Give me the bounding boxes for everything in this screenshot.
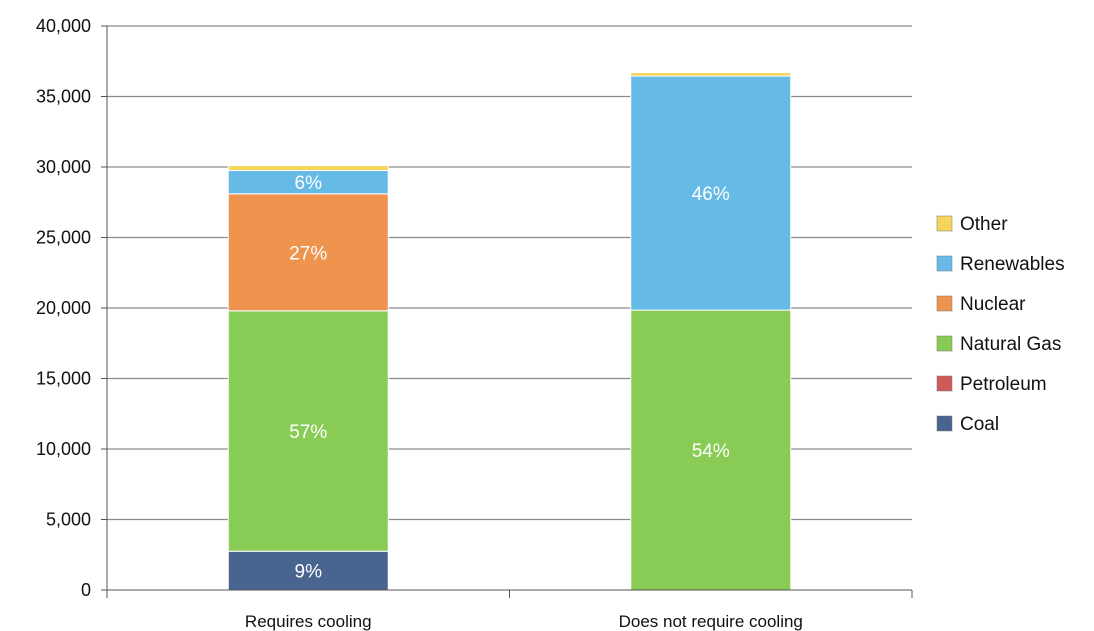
bar-segment-natural-gas <box>227 310 389 552</box>
y-tick-label: 40,000 <box>36 16 91 36</box>
bars <box>227 72 792 591</box>
y-tick-label: 10,000 <box>36 439 91 459</box>
legend-swatch <box>936 415 953 432</box>
bar-segment-other <box>630 72 792 77</box>
legend-label: Renewables <box>960 254 1065 275</box>
y-tick-label: 25,000 <box>36 228 91 248</box>
legend-label: Natural Gas <box>960 334 1061 355</box>
y-tick-label: 15,000 <box>36 369 91 389</box>
legend-label: Coal <box>960 414 999 435</box>
legend-label: Petroleum <box>960 374 1047 395</box>
data-label: 9% <box>295 562 323 583</box>
legend-swatch <box>936 295 953 312</box>
x-axis-categories: Requires cooling Does not require cooling <box>106 590 913 631</box>
bar-segment-natural-gas <box>630 309 792 591</box>
y-tick-label: 35,000 <box>36 87 91 107</box>
bar-segment-other <box>227 165 389 172</box>
legend-label: Other <box>960 214 1008 235</box>
data-label: 57% <box>289 422 327 443</box>
legend-swatch <box>936 335 953 352</box>
bar-segment-coal <box>227 550 389 591</box>
y-tick-label: 5,000 <box>46 510 91 530</box>
x-category-label: Requires cooling <box>245 612 372 631</box>
y-tick-label: 30,000 <box>36 157 91 177</box>
segment-labels: 9% 57% 27% 6% 54% 46% <box>289 173 730 582</box>
legend: Other Renewables Nuclear Natural Gas Petrole… <box>936 214 1065 435</box>
data-label: 27% <box>289 243 327 264</box>
bar-segment-renewables <box>630 75 792 311</box>
data-label: 46% <box>692 184 730 205</box>
y-tick-label: 0 <box>81 580 91 600</box>
data-label: 6% <box>295 173 323 194</box>
y-tick-label: 20,000 <box>36 298 91 318</box>
x-category-label: Does not require cooling <box>619 612 803 631</box>
legend-label: Nuclear <box>960 294 1026 315</box>
bar-segment-nuclear <box>227 193 389 312</box>
y-axis-ticks: 0 5,000 10,000 15,000 20,000 25,000 30,000 35,0… <box>36 16 107 600</box>
data-label: 54% <box>692 441 730 462</box>
legend-swatch <box>936 215 953 232</box>
legend-swatch <box>936 255 953 272</box>
legend-swatch <box>936 375 953 392</box>
